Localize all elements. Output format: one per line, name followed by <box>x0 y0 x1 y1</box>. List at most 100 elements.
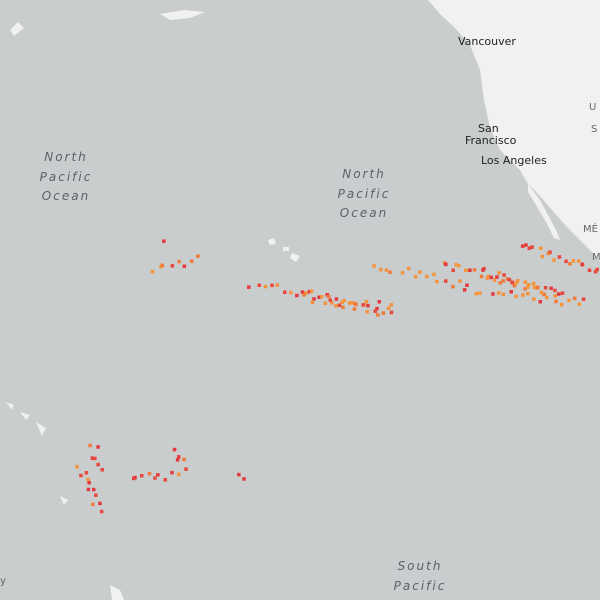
storm-dot <box>384 268 389 272</box>
storm-dot <box>560 291 565 295</box>
city-label: Los Angeles <box>481 154 547 167</box>
storm-dot <box>177 455 181 459</box>
storm-dot <box>334 297 339 301</box>
ocean-label: Ocean <box>42 189 90 203</box>
storm-dot <box>366 303 370 308</box>
storm-dot <box>432 272 436 277</box>
storm-dot <box>86 487 91 492</box>
storm-dot <box>553 288 557 293</box>
ocean-label: North <box>44 150 88 164</box>
storm-dot <box>163 478 167 482</box>
storm-dot <box>349 301 354 305</box>
storm-dot <box>564 259 568 264</box>
storm-dot <box>75 465 79 469</box>
storm-dot <box>386 306 391 310</box>
storm-dot <box>342 298 346 303</box>
storm-dot <box>510 280 515 285</box>
storm-dot <box>526 291 530 296</box>
storm-dot <box>263 284 268 289</box>
storm-dot <box>523 280 527 284</box>
storm-dot <box>312 297 316 301</box>
storm-dot <box>523 287 527 291</box>
storm-dot <box>379 267 383 272</box>
storm-dot <box>531 281 536 286</box>
storm-dot <box>501 279 505 283</box>
storm-dot <box>375 306 379 311</box>
storm-dot <box>543 286 548 290</box>
city-label: San <box>478 122 499 135</box>
storm-dot <box>464 268 468 272</box>
storm-dot <box>514 294 518 299</box>
storm-dot <box>90 456 95 460</box>
storm-dot <box>309 289 314 293</box>
storm-dot <box>372 264 376 268</box>
storm-dot <box>172 447 177 452</box>
storm-dot <box>389 310 394 315</box>
storm-dot <box>177 259 181 264</box>
storm-dot <box>497 271 501 275</box>
storm-dot <box>237 472 241 477</box>
storm-dot <box>88 443 92 448</box>
storm-dot <box>532 285 537 289</box>
storm-dot <box>418 270 422 274</box>
island-nw <box>10 22 24 36</box>
storm-dot <box>527 283 531 287</box>
storm-dot <box>560 302 564 307</box>
storm-tracks <box>75 239 599 514</box>
storm-dot <box>549 286 553 290</box>
storm-dot <box>182 264 187 268</box>
storm-dot <box>275 283 279 287</box>
storm-dot <box>572 296 577 301</box>
storm-dot <box>96 462 100 467</box>
storm-dot <box>140 474 144 478</box>
storm-dot <box>542 292 546 297</box>
storm-dot <box>310 300 315 304</box>
storm-dot <box>289 290 293 295</box>
storm-dot <box>341 305 345 310</box>
storm-dot <box>295 293 299 298</box>
storm-dot <box>353 301 357 306</box>
storm-dot <box>495 275 499 279</box>
storm-dot <box>571 259 576 263</box>
storm-dot <box>96 445 100 449</box>
storm-dot <box>435 279 439 284</box>
storm-dot <box>184 467 188 471</box>
storm-dot <box>577 302 581 306</box>
edge-label: MÉ <box>583 222 598 235</box>
storm-dot <box>326 294 331 299</box>
storm-dot <box>170 470 174 475</box>
storm-dot <box>595 267 599 272</box>
storm-dot <box>497 291 501 295</box>
storm-dot <box>552 258 556 262</box>
ocean-label: Pacific <box>40 170 93 184</box>
ocean-label: Pacific <box>338 187 391 201</box>
storm-dot <box>444 262 448 267</box>
storm-dot <box>462 288 467 292</box>
storm-dot <box>407 266 411 271</box>
storm-dot <box>457 264 461 268</box>
storm-dot <box>567 298 571 303</box>
storm-dot <box>177 472 181 477</box>
storm-dot <box>270 283 274 288</box>
storm-dot <box>489 275 493 280</box>
storm-dot <box>568 262 572 266</box>
storm-dot <box>377 300 381 304</box>
islands-sw <box>6 402 124 600</box>
storm-dot <box>532 297 536 301</box>
storm-dot <box>98 501 102 506</box>
edge-label: y <box>0 576 6 587</box>
storm-dot <box>86 477 90 482</box>
storm-dot <box>444 279 448 283</box>
storm-dot <box>536 285 540 290</box>
storm-dot <box>190 259 194 263</box>
ocean-label: Ocean <box>340 206 388 220</box>
city-label: Francisco <box>465 134 517 147</box>
storm-dot <box>283 290 287 294</box>
storm-dot <box>474 291 478 296</box>
storm-dot <box>317 295 321 299</box>
edge-label: U <box>589 102 596 113</box>
city-label: Vancouver <box>458 35 516 48</box>
ocean-label: Pacific <box>394 579 447 593</box>
storm-dot <box>491 292 495 296</box>
